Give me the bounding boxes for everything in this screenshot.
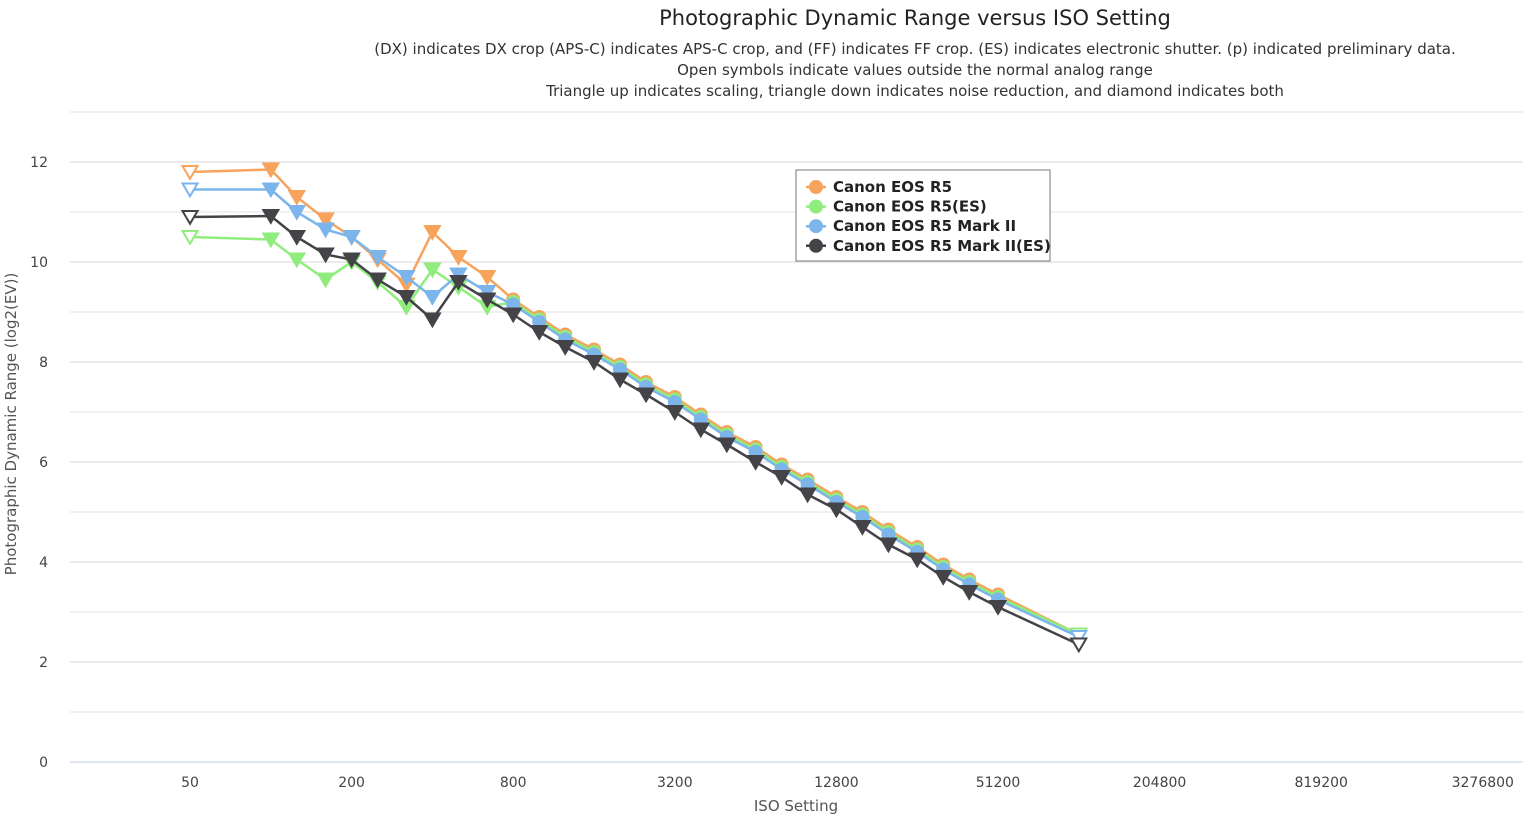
- data-point[interactable]: [907, 552, 927, 569]
- data-point[interactable]: [397, 270, 416, 286]
- data-point[interactable]: [287, 252, 307, 269]
- data-point[interactable]: [449, 267, 468, 284]
- data-point[interactable]: [529, 325, 549, 341]
- legend-item[interactable]: Canon EOS R5 Mark II: [833, 217, 1016, 235]
- data-point[interactable]: [423, 312, 442, 329]
- data-point[interactable]: [584, 355, 604, 371]
- legend-marker: [809, 199, 823, 214]
- data-point[interactable]: [316, 272, 335, 289]
- data-point[interactable]: [316, 247, 335, 264]
- data-point[interactable]: [449, 275, 468, 291]
- data-point[interactable]: [879, 537, 898, 554]
- chart-subtitle-2: Open symbols indicate values outside the…: [677, 61, 1153, 79]
- data-point[interactable]: [477, 270, 497, 286]
- data-point[interactable]: [1069, 630, 1089, 646]
- data-point[interactable]: [717, 437, 737, 454]
- x-tick-label: 3276800: [1452, 775, 1514, 791]
- data-point[interactable]: [853, 520, 872, 536]
- data-point[interactable]: [261, 182, 281, 199]
- y-tick-label: 12: [30, 155, 48, 171]
- y-tick-label: 0: [39, 755, 48, 771]
- data-point[interactable]: [636, 387, 656, 404]
- data-point[interactable]: [827, 502, 846, 519]
- y-tick-label: 8: [39, 355, 48, 371]
- data-point[interactable]: [1069, 637, 1089, 654]
- data-point[interactable]: [959, 585, 979, 601]
- chart-subtitle-3: Triangle up indicates scaling, triangle …: [545, 82, 1284, 100]
- data-point[interactable]: [665, 405, 685, 421]
- legend-item[interactable]: Canon EOS R5(ES): [833, 198, 987, 216]
- chart-subtitle-1: (DX) indicates DX crop (APS-C) indicates…: [374, 40, 1456, 58]
- data-point[interactable]: [342, 230, 361, 246]
- data-point[interactable]: [610, 372, 630, 389]
- data-point[interactable]: [503, 307, 523, 324]
- data-point[interactable]: [368, 272, 387, 289]
- data-point[interactable]: [423, 290, 442, 306]
- data-point[interactable]: [261, 209, 281, 225]
- data-point[interactable]: [261, 162, 281, 179]
- legend-item[interactable]: Canon EOS R5: [833, 178, 952, 196]
- x-tick-label: 50: [181, 775, 199, 791]
- data-point[interactable]: [477, 285, 497, 301]
- x-tick-label: 51200: [976, 775, 1021, 791]
- data-point[interactable]: [180, 182, 200, 199]
- data-point[interactable]: [449, 250, 468, 266]
- legend-marker: [809, 238, 823, 253]
- data-point[interactable]: [397, 290, 416, 306]
- data-point[interactable]: [180, 210, 200, 226]
- data-point[interactable]: [933, 570, 953, 586]
- x-tick-label: 819200: [1294, 775, 1347, 791]
- series-1: [180, 230, 1089, 644]
- data-point[interactable]: [342, 252, 361, 269]
- x-tick-label: 3200: [657, 775, 693, 791]
- y-tick-label: 10: [30, 255, 48, 271]
- data-point[interactable]: [368, 250, 387, 266]
- chart-title: Photographic Dynamic Range versus ISO Se…: [659, 6, 1171, 30]
- x-axis-label: ISO Setting: [754, 797, 838, 815]
- data-point[interactable]: [261, 232, 281, 249]
- data-point[interactable]: [555, 340, 575, 356]
- data-point[interactable]: [477, 292, 497, 309]
- data-point[interactable]: [988, 600, 1008, 616]
- x-tick-label: 800: [500, 775, 527, 791]
- legend-marker: [809, 180, 823, 194]
- x-tick-label: 204800: [1133, 775, 1186, 791]
- x-tick-label: 12800: [814, 775, 859, 791]
- data-point[interactable]: [746, 455, 765, 471]
- data-point[interactable]: [287, 190, 307, 206]
- data-point[interactable]: [772, 470, 791, 486]
- data-point[interactable]: [287, 205, 307, 221]
- data-point[interactable]: [423, 262, 442, 279]
- y-tick-label: 2: [39, 655, 48, 671]
- legend-item[interactable]: Canon EOS R5 Mark II(ES): [833, 237, 1051, 255]
- data-point[interactable]: [180, 230, 200, 246]
- data-point[interactable]: [287, 230, 307, 246]
- data-point[interactable]: [180, 165, 200, 181]
- data-point[interactable]: [691, 422, 711, 439]
- legend-marker: [809, 219, 823, 234]
- y-tick-label: 4: [39, 555, 48, 571]
- y-axis-label: Photographic Dynamic Range (log2(EV)): [2, 273, 20, 576]
- y-tick-label: 6: [39, 455, 48, 471]
- data-point[interactable]: [798, 487, 817, 504]
- x-tick-label: 200: [338, 775, 365, 791]
- data-point[interactable]: [423, 225, 442, 241]
- data-point[interactable]: [316, 222, 335, 239]
- data-point[interactable]: [316, 212, 335, 229]
- series-3: [180, 209, 1089, 654]
